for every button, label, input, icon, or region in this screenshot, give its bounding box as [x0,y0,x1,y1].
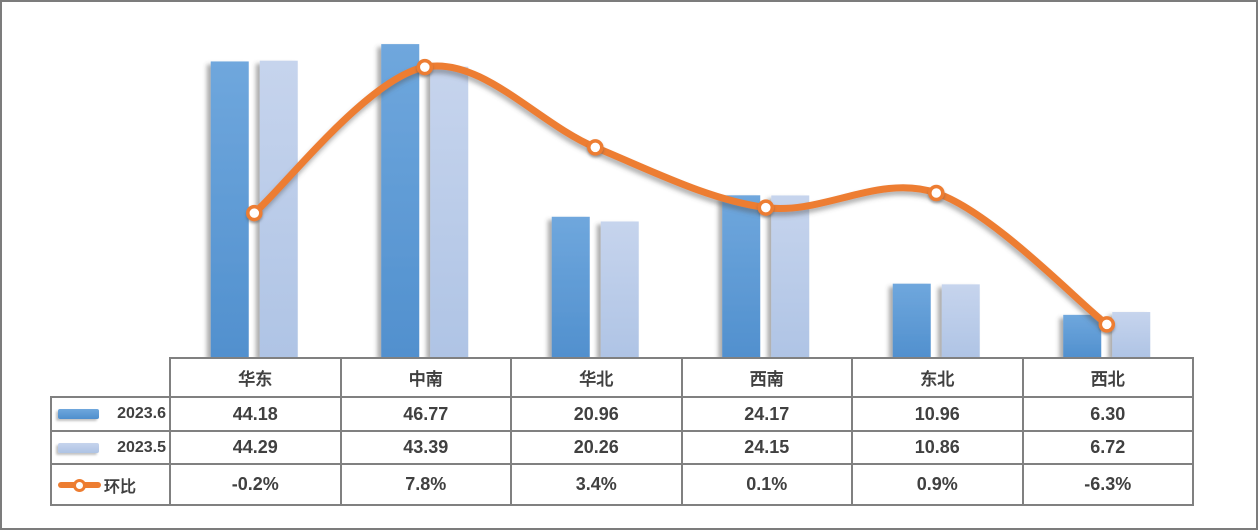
line-series-group [250,62,1111,328]
value-cell: -6.3% [1021,463,1194,506]
legend-label: 环比 [104,478,137,496]
value-cell: 3.4% [510,463,683,506]
column-header-2: 华北 [510,357,683,398]
bar-2023.5-西北 [1112,312,1151,357]
column-header-0: 华东 [169,357,342,398]
legend-label: 2023.6 [117,405,166,422]
chart-data-table: 华东 中南 华北 西南 东北 西北 2023.6 44.18 46.77 20.… [50,357,1194,506]
bar-2023.5-华北 [600,221,639,357]
value-cell: 44.29 [169,430,342,465]
value-cell: -0.2% [169,463,342,506]
line-marker-华东 [246,204,263,222]
combo-chart-plot [210,44,1151,358]
value-cell: 0.9% [851,463,1024,506]
line-marker-swatch-icon [58,478,101,492]
bar-2023.6-中南 [381,44,420,358]
bar-2023.6-东北 [892,283,931,357]
column-header-1: 中南 [339,357,512,398]
table-row-2023-6: 2023.6 44.18 46.77 20.96 24.17 10.96 6.3… [50,396,1194,432]
line-marker-中南 [416,58,434,76]
line-marker-东北 [928,184,945,202]
table-row-huanbi: 环比 -0.2% 7.8% 3.4% 0.1% 0.9% -6.3% [50,463,1194,506]
bar-2023.6-西北 [1063,314,1102,357]
value-cell: 7.8% [339,463,512,506]
table-corner-blank [51,358,170,397]
value-cell: 0.1% [680,463,853,506]
line-marker-华北 [587,139,604,156]
bar-swatch-dark-icon [58,409,99,419]
table-row-2023-5: 2023.5 44.29 43.39 20.26 24.15 10.86 6.7… [50,430,1194,465]
line-marker-西北 [1098,316,1116,333]
category-header-row: 华东 中南 华北 西南 东北 西北 [51,357,1194,398]
legend-cell-2023-5: 2023.5 [50,430,171,465]
value-cell: 46.77 [339,396,512,432]
value-cell: 6.72 [1021,430,1194,465]
bar-2023.5-中南 [430,66,469,357]
value-cell: 10.96 [851,396,1024,432]
bar-2023.6-华北 [551,216,590,357]
line-marker-西南 [757,199,775,216]
bar-2023.5-东北 [941,284,980,357]
value-cell: 43.39 [339,430,512,465]
value-cell: 10.86 [851,430,1024,465]
legend-cell-2023-6: 2023.6 [50,396,171,432]
bar-2023.6-华东 [210,61,249,357]
bar-2023.6-西南 [722,195,761,357]
column-header-5: 西北 [1021,357,1194,398]
legend-cell-huanbi: 环比 [50,463,171,506]
value-cell: 24.17 [680,396,853,432]
legend-label: 2023.5 [117,438,166,456]
value-cell: 44.18 [169,396,342,432]
value-cell: 20.96 [510,396,683,432]
bar-series-group [210,44,1151,358]
column-header-4: 东北 [851,357,1024,398]
bar-2023.5-西南 [771,195,810,357]
line-markers-group [246,58,1116,333]
column-header-3: 西南 [680,357,853,398]
huanbi-line [250,62,1111,328]
value-cell: 6.30 [1021,396,1194,432]
bar-2023.5-华东 [259,60,298,357]
value-cell: 24.15 [680,430,853,465]
bar-swatch-light-icon [58,442,99,453]
value-cell: 20.26 [510,430,683,465]
